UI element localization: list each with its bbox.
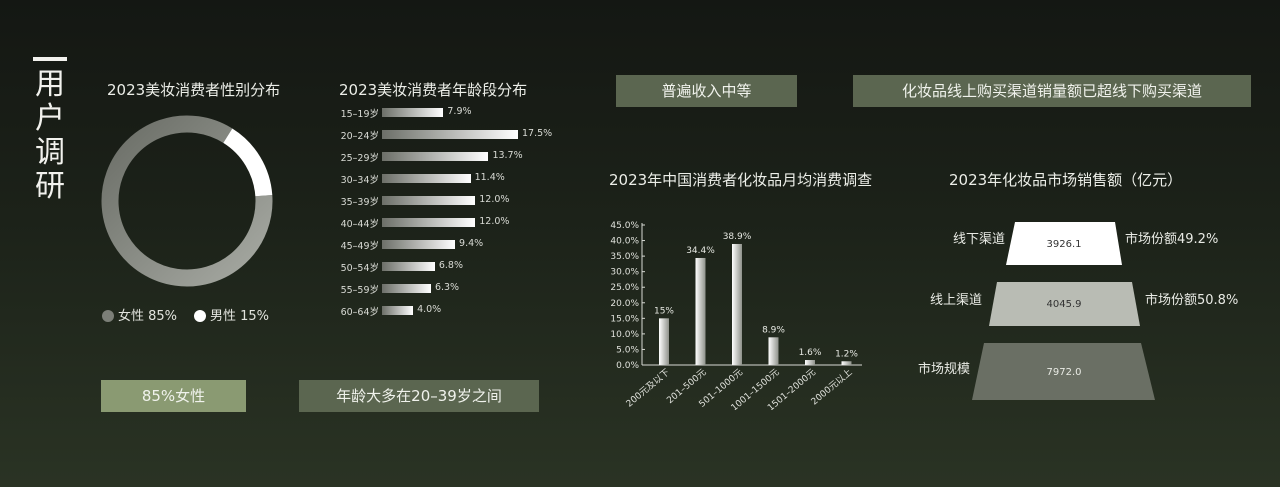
section-title: 用 户 调 研 [30, 68, 70, 204]
monthly-y-tick-label: 20.0% [610, 299, 639, 309]
age-value-label: 9.4% [459, 238, 484, 249]
funnel-total-label: 市场规模 [918, 361, 970, 377]
monthly-bar [768, 337, 779, 365]
funnel-offline-share: 市场份额49.2% [1125, 231, 1218, 247]
monthly-y-tick-label: 5.0% [616, 345, 639, 355]
age-value-label: 6.3% [434, 282, 460, 293]
age-bar-chart: 15–19岁 7.9% 20–24岁 17.5% 25–29岁 13.7% 30–34岁 11… [333, 106, 593, 321]
gender-donut-chart [101, 115, 273, 287]
monthly-y-tick-label: 35.0% [610, 252, 639, 262]
market-chart-title: 2023年化妆品市场销售额（亿元） [949, 171, 1183, 189]
age-bar [382, 174, 471, 183]
market-funnel-chart: 3926.1 线下渠道 市场份额49.2% 4045.9 线上渠道 市场份额50.8% 79… [918, 222, 1238, 400]
age-value-label: 4.0% [417, 304, 442, 315]
age-category-label: 55–59岁 [340, 285, 379, 296]
monthly-value-label: 1.2% [835, 349, 858, 359]
monthly-bar [695, 257, 706, 365]
monthly-y-tick-label: 45.0% [610, 221, 639, 231]
funnel-total-shape [972, 343, 1155, 400]
monthly-y-tick-label: 30.0% [610, 268, 639, 278]
age-category-label: 40–44岁 [340, 219, 379, 230]
age-bar [382, 240, 456, 249]
donut-slice-female [101, 115, 273, 287]
age-bar [382, 284, 431, 293]
section-title-char: 用 [35, 67, 65, 102]
funnel-offline-value: 3926.1 [1047, 239, 1082, 250]
age-value-label: 6.8% [438, 260, 463, 271]
funnel-offline-shape [1006, 222, 1122, 265]
monthly-value-label: 38.9% [723, 232, 752, 242]
age-category-label: 20–24岁 [340, 131, 379, 142]
monthly-y-tick-label: 40.0% [610, 237, 639, 247]
monthly-bar [659, 318, 669, 365]
gender-chart-title: 2023美妆消费者性别分布 [107, 81, 281, 99]
monthly-bar [732, 243, 742, 365]
age-bar [382, 218, 476, 227]
age-category-label: 15–19岁 [340, 109, 379, 120]
legend-female-swatch [102, 310, 114, 322]
monthly-value-label: 8.9% [762, 325, 785, 335]
monthly-bar-chart: 0.0% 5.0% 10.0% 15.0% 20.0% 25.0% 30.0% 35.0% 40… [610, 221, 862, 410]
legend-male: 男性 15% [194, 305, 269, 324]
monthly-bar [805, 360, 815, 365]
monthly-value-label: 1.6% [799, 348, 822, 358]
age-value-label: 17.5% [522, 128, 553, 139]
age-category-label: 45–49岁 [340, 241, 379, 252]
donut-slice-male [223, 128, 273, 197]
age-category-label: 35–39岁 [340, 197, 379, 208]
legend-female: 女性 85% [102, 305, 177, 324]
funnel-online-share: 市场份额50.8% [1145, 292, 1238, 308]
funnel-online-shape [989, 282, 1140, 326]
age-category-label: 50–54岁 [340, 263, 379, 274]
age-category-label: 60–64岁 [340, 307, 379, 318]
legend-female-label: 女性 85% [118, 309, 178, 324]
age-value-label: 11.4% [474, 172, 505, 183]
age-value-label: 13.7% [492, 150, 523, 161]
legend-male-label: 男性 15% [210, 309, 270, 324]
age-value-label: 12.0% [479, 194, 510, 205]
age-bar [382, 262, 435, 271]
funnel-offline-label: 线下渠道 [953, 232, 1005, 247]
age-category-label: 25–29岁 [340, 153, 379, 164]
legend-male-swatch [194, 310, 206, 322]
age-value-label: 7.9% [447, 106, 472, 117]
age-bar [382, 306, 414, 315]
section-title-char: 户 [35, 101, 65, 136]
age-chart-title: 2023美妆消费者年龄段分布 [339, 81, 528, 99]
monthly-bar [841, 361, 852, 365]
age-bar [382, 196, 476, 205]
age-value-label: 12.0% [479, 216, 510, 227]
monthly-value-label: 34.4% [686, 246, 715, 256]
monthly-y-tick-label: 25.0% [610, 283, 639, 293]
funnel-online-value: 4045.9 [1047, 299, 1082, 310]
monthly-value-label: 15% [654, 306, 674, 316]
monthly-y-tick-label: 10.0% [610, 330, 639, 340]
tag-age-range: 年龄大多在20–39岁之间 [299, 380, 539, 412]
age-bar [382, 108, 444, 117]
monthly-chart-title: 2023年中国消费者化妆品月均消费调查 [609, 171, 873, 189]
tag-income: 普遍收入中等 [616, 75, 797, 107]
tag-channel: 化妆品线上购买渠道销量额已超线下购买渠道 [853, 75, 1251, 107]
funnel-online-label: 线上渠道 [930, 293, 982, 308]
tag-female-share: 85%女性 [101, 380, 246, 412]
funnel-total-value: 7972.0 [1047, 367, 1082, 378]
title-accent-bar [33, 57, 67, 61]
age-category-label: 30–34岁 [340, 175, 379, 186]
age-bar [382, 152, 489, 161]
section-title-char: 调 [35, 135, 65, 170]
monthly-y-tick-label: 15.0% [610, 314, 639, 324]
monthly-y-tick-label: 0.0% [616, 361, 639, 371]
section-title-char: 研 [35, 169, 65, 204]
monthly-category-label: 200元及以下 [624, 367, 672, 410]
age-bar [382, 130, 518, 139]
